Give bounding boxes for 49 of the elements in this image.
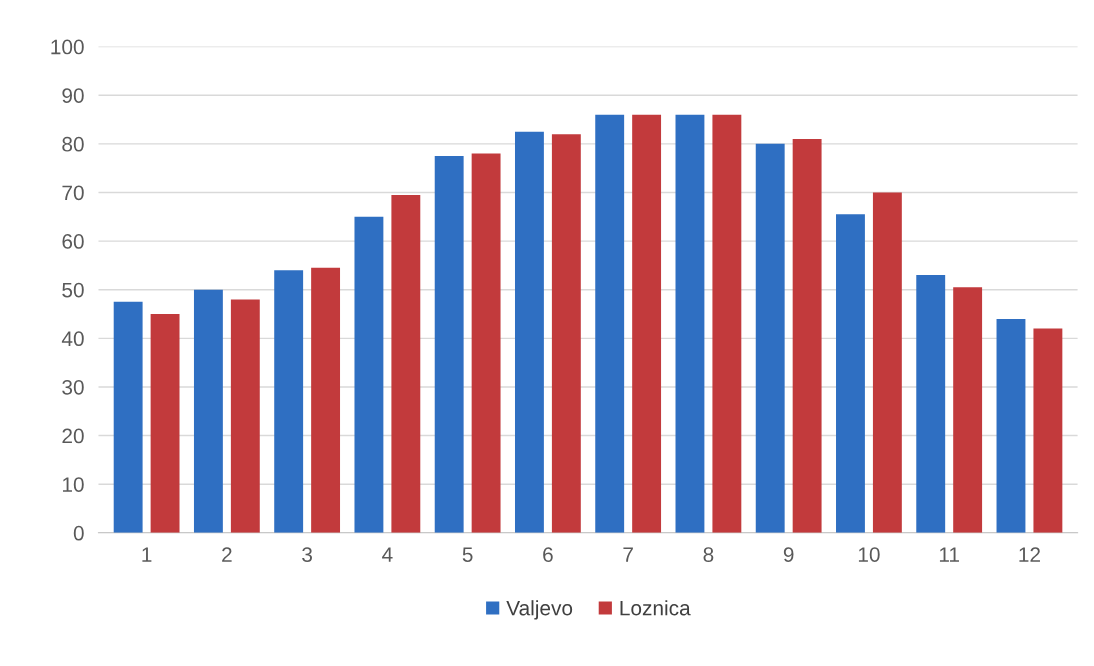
- bar: [953, 287, 983, 533]
- bar: [193, 289, 223, 533]
- x-tick-label: 12: [1019, 547, 1040, 562]
- legend-label: Loznica: [620, 600, 691, 616]
- bar: [755, 143, 785, 533]
- bar: [1033, 328, 1063, 533]
- y-tick-label: 10: [62, 477, 84, 492]
- y-tick-label: 20: [62, 428, 84, 444]
- bar: [675, 114, 705, 533]
- y-tick-label: 40: [61, 331, 84, 347]
- x-tick-label: 4: [382, 547, 393, 562]
- y-tick-label: 60: [62, 234, 84, 249]
- bar: [792, 138, 822, 533]
- x-tick-label: 7: [623, 547, 633, 562]
- x-tick-label: 2: [222, 547, 232, 562]
- bar: [712, 114, 742, 533]
- bar: [311, 267, 341, 533]
- bar: [872, 192, 902, 533]
- bar: [354, 216, 384, 533]
- x-tick-label: 3: [302, 547, 312, 562]
- bar: [916, 275, 946, 533]
- x-tick-label: 6: [543, 547, 553, 562]
- y-tick-label: 70: [62, 185, 84, 201]
- bar: [551, 134, 581, 533]
- x-tick-label: 11: [939, 547, 959, 562]
- y-tick-label: 30: [62, 379, 84, 395]
- bar: [836, 214, 865, 533]
- x-tick-label: 9: [783, 547, 794, 562]
- y-tick-label: 90: [62, 88, 84, 103]
- bar: [632, 114, 662, 533]
- bar: [150, 314, 180, 533]
- x-tick-label: 10: [858, 547, 880, 562]
- bar: [595, 114, 625, 533]
- bar: [113, 301, 143, 533]
- bar: [471, 153, 501, 533]
- legend-label: Valjevo: [506, 600, 573, 620]
- bar: [391, 194, 421, 533]
- bar: [230, 299, 260, 533]
- y-tick-label: 50: [62, 282, 84, 298]
- x-tick-label: 8: [703, 547, 714, 562]
- x-tick-label: 5: [462, 547, 473, 562]
- y-tick-label: 80: [62, 136, 84, 152]
- bar: [514, 131, 544, 533]
- y-tick-label: 0: [73, 525, 84, 541]
- y-tick-label: 100: [51, 39, 84, 55]
- x-tick-label: 1: [142, 547, 152, 562]
- bar: [996, 318, 1026, 533]
- bar: [274, 270, 304, 533]
- bar: [434, 156, 464, 533]
